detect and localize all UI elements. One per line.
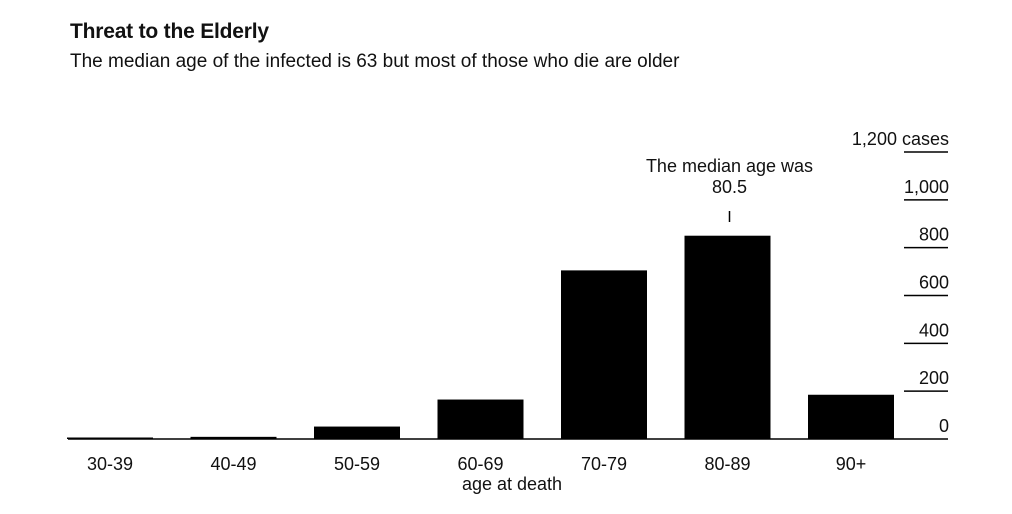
y-tick-label-1000: 1,000 [904, 177, 949, 197]
chart-title: Threat to the Elderly [70, 20, 269, 43]
bar-60-69 [437, 399, 524, 439]
annotation-line-1: The median age was [646, 156, 813, 176]
y-tick-label-600: 600 [919, 273, 949, 293]
bar-80-89 [684, 235, 771, 439]
bar-50-59 [314, 426, 400, 439]
y-tick-label-0: 0 [939, 416, 949, 436]
y-tick-label-200: 200 [919, 368, 949, 388]
x-tick-label-70-79: 70-79 [581, 454, 627, 474]
bar-90+ [808, 394, 894, 439]
y-tick-label-1200: 1,200 cases [852, 129, 949, 149]
chart-subtitle: The median age of the infected is 63 but… [70, 51, 680, 72]
x-tick-label-30-39: 30-39 [87, 454, 133, 474]
annotation-line-2: 80.5 [712, 177, 747, 197]
x-tick-label-80-89: 80-89 [704, 454, 750, 474]
x-axis: 30-39 40-49 50-59 60-69 70-79 80-89 90+ age at … [87, 454, 866, 494]
bar-40-49 [190, 436, 277, 439]
x-tick-label-90+: 90+ [836, 454, 867, 474]
y-axis: 0 200 400 600 800 1,000 1,200 cases [852, 129, 949, 436]
y-tick-label-400: 400 [919, 320, 949, 340]
bar-70-79 [561, 270, 647, 439]
x-tick-label-50-59: 50-59 [334, 454, 380, 474]
y-tick-label-800: 800 [919, 225, 949, 245]
x-tick-label-60-69: 60-69 [457, 454, 503, 474]
x-axis-label: age at death [462, 474, 562, 494]
bars-group [67, 235, 894, 439]
x-tick-label-40-49: 40-49 [210, 454, 256, 474]
